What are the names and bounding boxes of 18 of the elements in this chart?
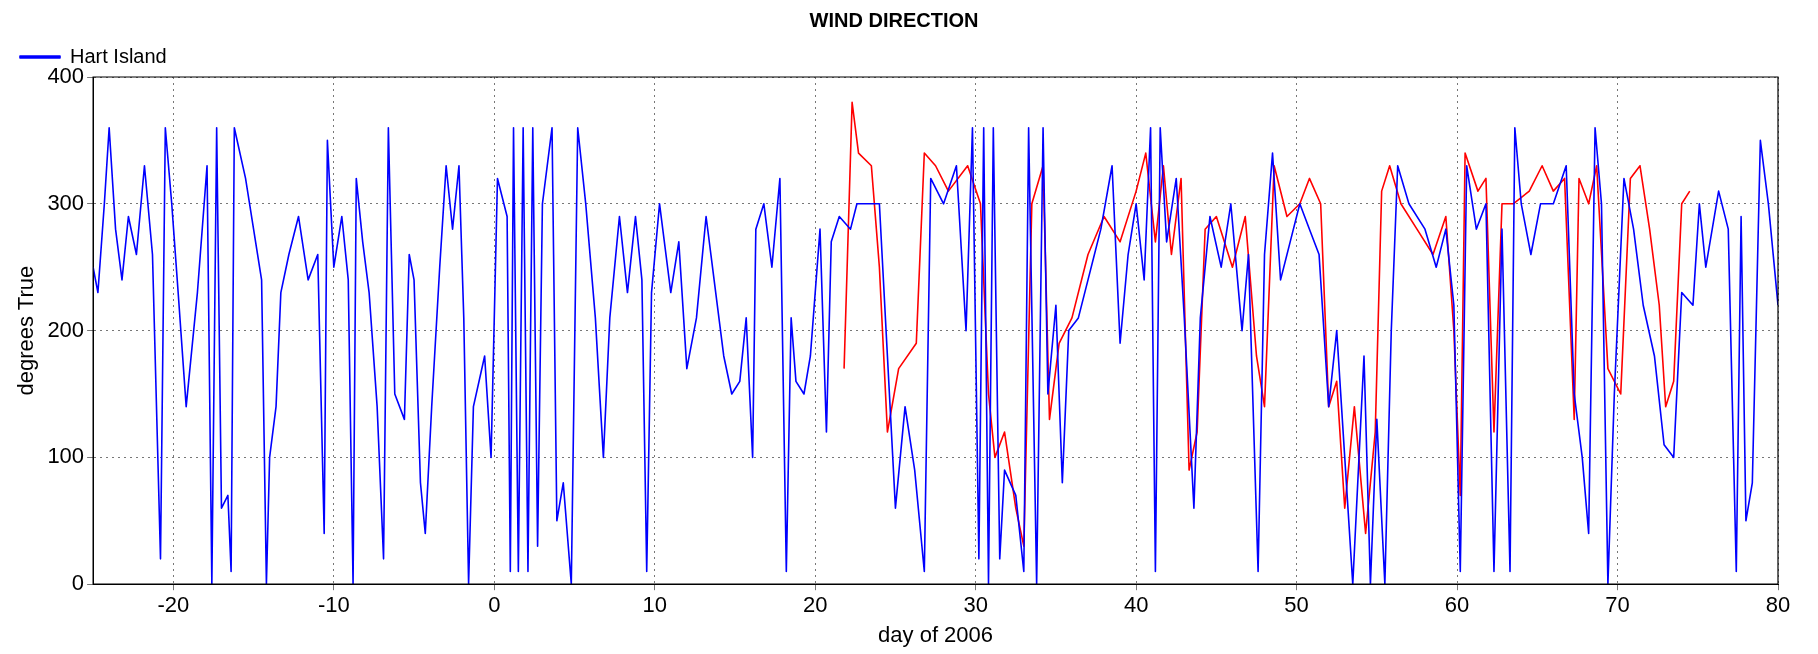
- y-axis-title: degrees True: [13, 265, 39, 396]
- x-axis-title: day of 2006: [878, 621, 994, 647]
- y-tick-label: 200: [47, 316, 85, 342]
- y-tick-label: 0: [71, 570, 85, 596]
- x-tick-label: 40: [1123, 592, 1149, 618]
- x-tick-label: 10: [642, 592, 667, 618]
- x-tick-label: 60: [1444, 592, 1470, 618]
- y-tick-label: 300: [47, 189, 85, 215]
- x-tick-label: 80: [1765, 592, 1791, 618]
- x-tick-label: 20: [802, 592, 828, 618]
- chart-title: WIND DIRECTION: [809, 8, 979, 31]
- x-tick-label: -10: [317, 592, 350, 618]
- x-tick-label: 50: [1284, 592, 1309, 618]
- x-tick-label: 70: [1605, 592, 1630, 618]
- x-tick-label: -20: [157, 592, 190, 618]
- y-tick-label: 100: [47, 443, 85, 469]
- x-tick-label: 30: [963, 592, 988, 618]
- x-tick-label: 0: [488, 592, 501, 618]
